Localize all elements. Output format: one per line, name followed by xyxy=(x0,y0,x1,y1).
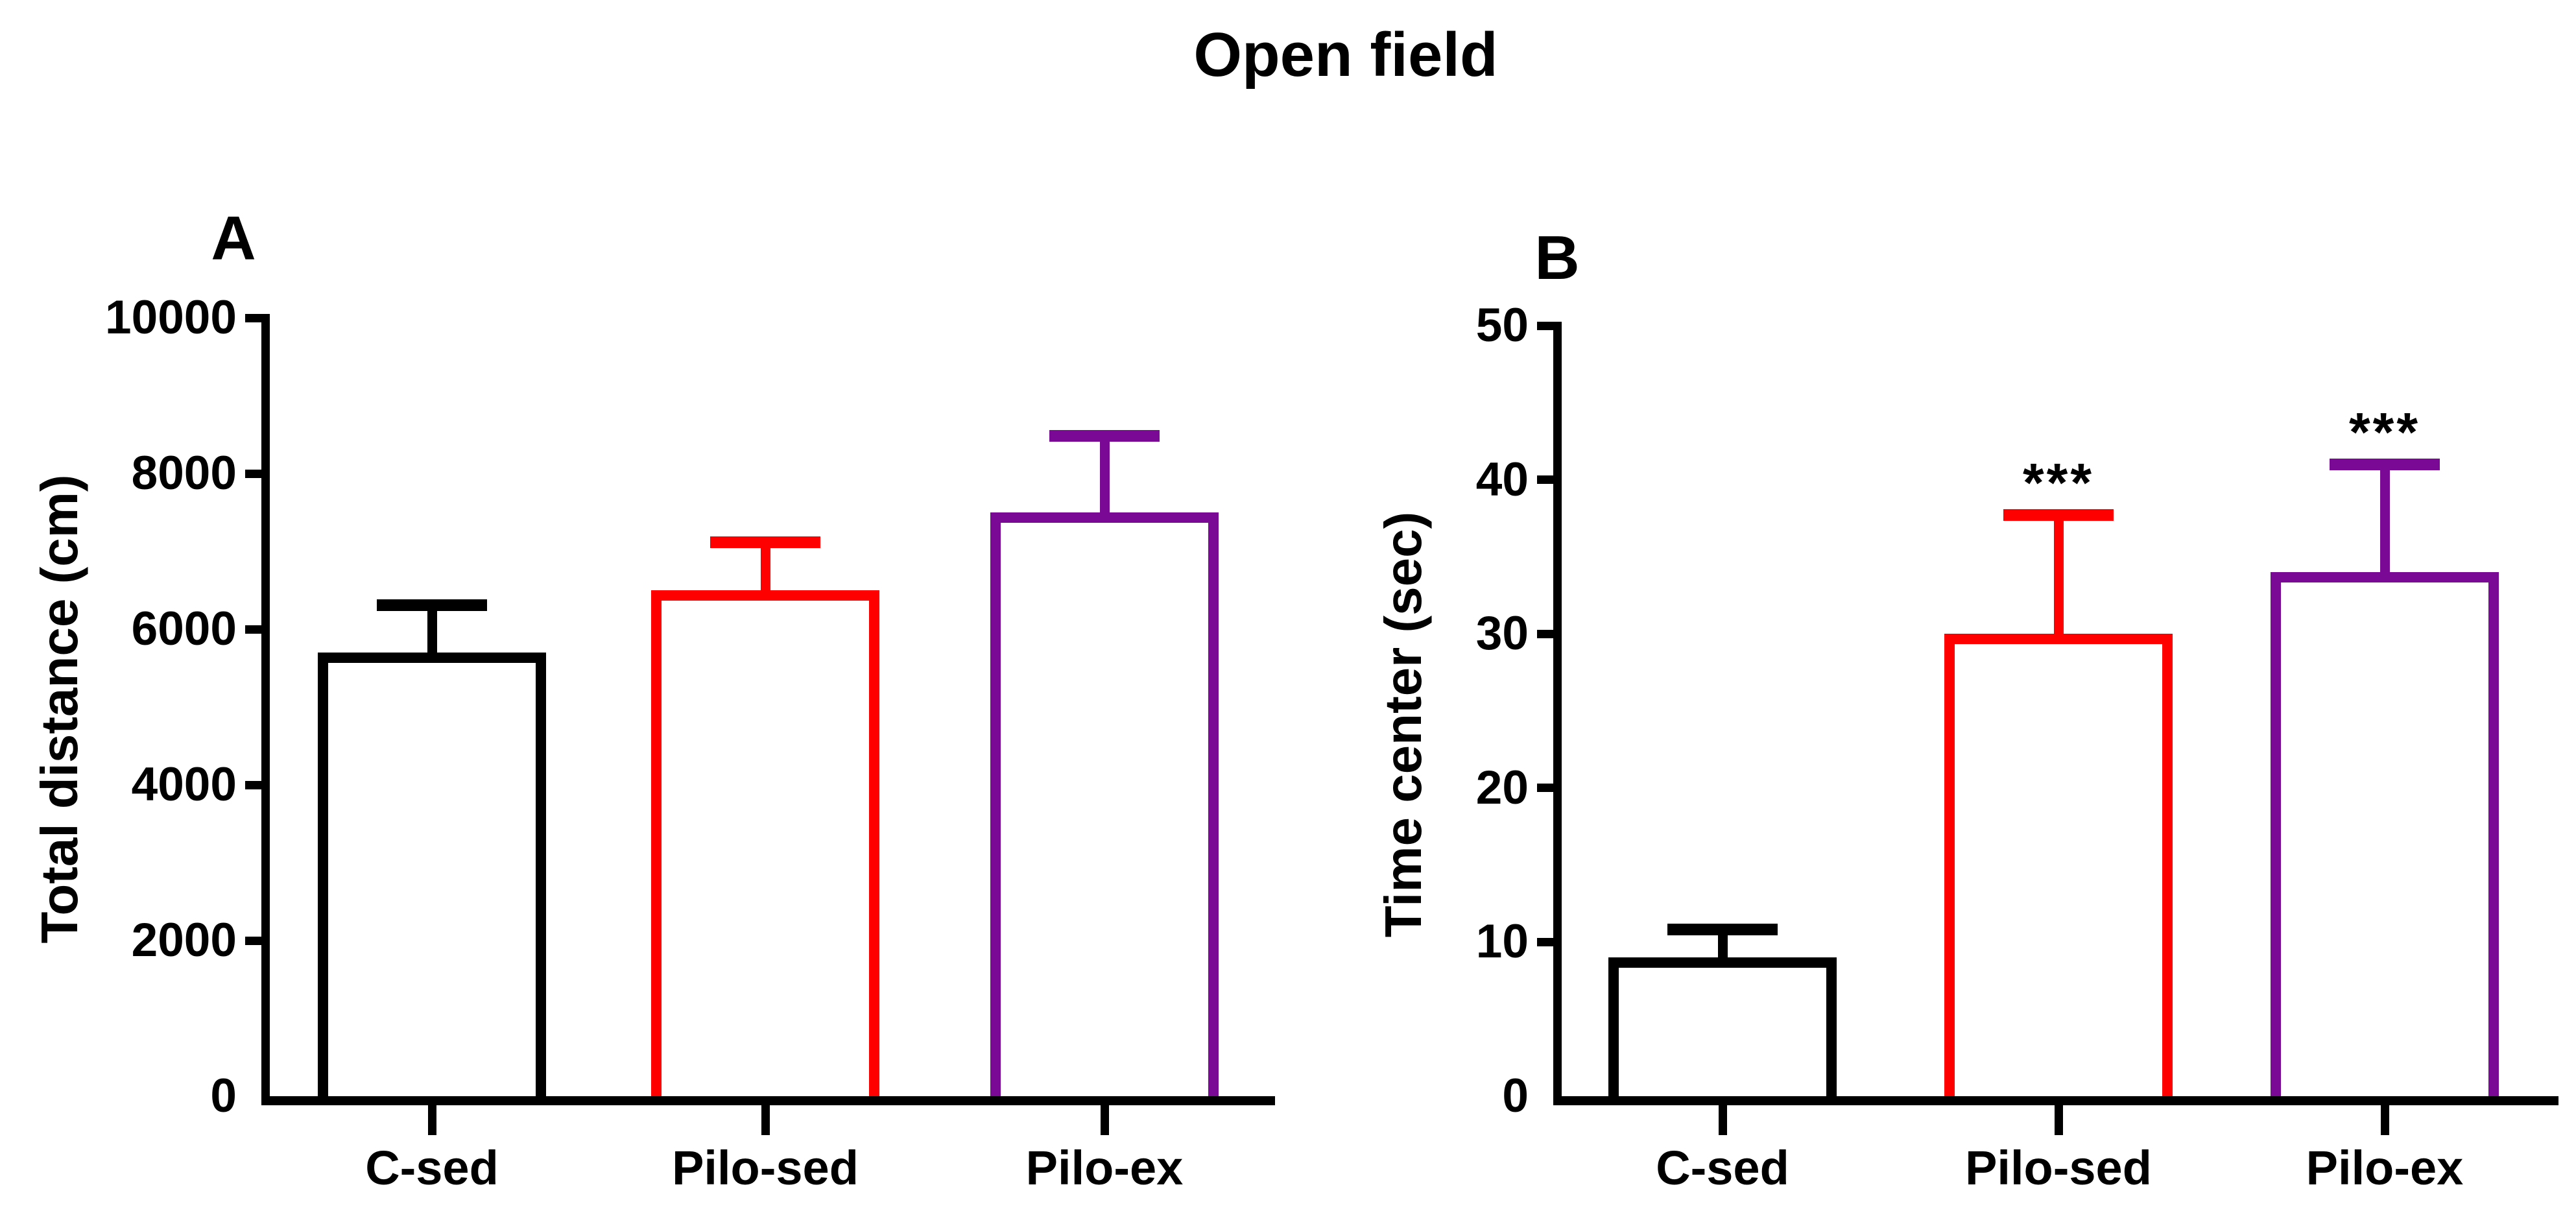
bar xyxy=(2271,572,2499,1096)
error-bar-cap xyxy=(2330,458,2440,470)
y-axis-tick xyxy=(244,625,261,634)
y-tick-label: 30 xyxy=(1475,607,1529,660)
y-tick-label: 0 xyxy=(210,1070,237,1122)
y-tick-label: 4000 xyxy=(131,758,237,811)
x-category-tick xyxy=(2380,1105,2389,1135)
error-bar-line xyxy=(2053,515,2064,645)
x-category-tick xyxy=(2054,1105,2063,1135)
y-tick-label: 50 xyxy=(1475,299,1529,352)
x-category-tick xyxy=(427,1105,436,1135)
y-axis-line xyxy=(261,313,270,1105)
panel-a-letter: A xyxy=(211,204,256,273)
x-axis-line xyxy=(1553,1096,2558,1105)
y-axis-tick xyxy=(244,469,261,478)
y-tick-label: 10000 xyxy=(105,291,237,344)
significance-stars: *** xyxy=(2022,452,2095,514)
x-category-label: Pilo-sed xyxy=(1965,1141,2152,1195)
bar xyxy=(1608,957,1837,1096)
x-category-label: C-sed xyxy=(365,1141,499,1195)
y-axis-tick xyxy=(1536,629,1553,638)
x-category-tick xyxy=(1100,1105,1109,1135)
error-bar-line xyxy=(1099,436,1110,523)
error-bar-cap xyxy=(1049,430,1160,442)
x-category-label: Pilo-ex xyxy=(1025,1141,1184,1195)
x-axis-line xyxy=(261,1096,1275,1105)
error-bar-cap xyxy=(710,536,820,548)
error-bar-line xyxy=(760,542,770,601)
x-category-tick xyxy=(761,1105,770,1135)
error-bar-line xyxy=(2379,464,2390,583)
error-bar-line xyxy=(427,605,437,663)
y-tick-label: 6000 xyxy=(131,603,237,655)
y-tick-label: 2000 xyxy=(131,914,237,966)
y-axis-tick xyxy=(244,780,261,789)
bar xyxy=(651,590,879,1096)
error-bar-cap xyxy=(1667,924,1778,936)
error-bar-cap xyxy=(377,599,487,611)
bar xyxy=(990,512,1219,1096)
y-axis-line xyxy=(1553,321,1562,1105)
y-axis-tick xyxy=(1536,321,1553,330)
x-category-label: Pilo-ex xyxy=(2306,1141,2464,1195)
bar xyxy=(318,653,546,1096)
bar xyxy=(1944,634,2173,1096)
y-axis-tick xyxy=(1536,475,1553,485)
significance-stars: *** xyxy=(2348,401,2421,462)
x-category-tick xyxy=(1718,1105,1727,1135)
y-tick-label: 10 xyxy=(1475,915,1529,968)
y-tick-label: 20 xyxy=(1475,761,1529,814)
y-axis-tick xyxy=(1536,784,1553,793)
figure-title: Open field xyxy=(1193,20,1498,90)
error-bar-cap xyxy=(2003,509,2114,522)
x-category-label: C-sed xyxy=(1656,1141,1789,1195)
y-tick-label: 0 xyxy=(1502,1070,1529,1122)
y-axis-tick xyxy=(244,313,261,322)
x-category-label: Pilo-sed xyxy=(672,1141,859,1195)
y-axis-tick xyxy=(244,936,261,945)
y-axis-tick xyxy=(1536,937,1553,946)
y-tick-label: 40 xyxy=(1475,453,1529,506)
panel-b-letter: B xyxy=(1534,223,1580,293)
y-tick-label: 8000 xyxy=(131,447,237,499)
